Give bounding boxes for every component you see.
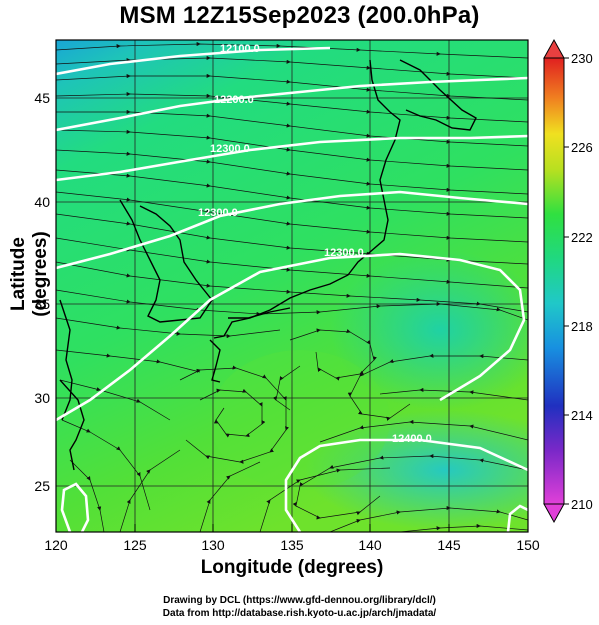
x-tick-label: 140 [358, 537, 382, 553]
y-tick-label: 35 [34, 296, 50, 312]
colorbar-tick-label: 210 [571, 497, 593, 512]
x-tick-label: 125 [123, 537, 147, 553]
colorbar-tick-label: 214 [571, 408, 593, 423]
credit-data: Data from http://database.rish.kyoto-u.a… [162, 608, 437, 619]
y-tick-label: 45 [34, 90, 50, 106]
credit-drawing: Drawing by DCL (https://www.gfd-dennou.o… [163, 595, 436, 606]
x-axis-label: Longitude (degrees) [200, 557, 384, 578]
colorbar-tick-label: 226 [571, 140, 593, 155]
x-tick-label: 120 [44, 537, 68, 553]
chart-title: MSM 12Z15Sep2023 (200.0hPa) [119, 2, 480, 29]
y-tick-label: 30 [34, 390, 50, 406]
x-tick-label: 135 [280, 537, 304, 553]
colorbar-max-arrow [543, 38, 565, 59]
contour-label: 12100.0 [220, 43, 260, 55]
colorbar: 230 226 222 218 214 210 [543, 38, 593, 524]
contour-label: 12300.0 [198, 207, 238, 219]
colorbar-tick-label: 230 [571, 51, 593, 66]
height-contours [56, 46, 528, 532]
contour-label: 12400.0 [392, 433, 432, 445]
colorbar-tick-label: 218 [571, 319, 593, 334]
contour-label: 12200.0 [214, 94, 254, 106]
contour-label: 12300.0 [210, 143, 250, 155]
y-tick-label: 40 [34, 194, 50, 210]
x-tick-label: 145 [437, 537, 461, 553]
coastlines [59, 59, 477, 471]
contour-label: 12300.0 [324, 247, 364, 259]
y-tick-label: 25 [34, 478, 50, 494]
x-tick-label: 130 [201, 537, 225, 553]
y-axis-label: Latitude (degrees) [8, 231, 51, 317]
colorbar-min-arrow [543, 503, 565, 524]
colorbar-tick-label: 222 [571, 230, 593, 245]
colorbar-scale [543, 57, 565, 505]
streamlines [56, 41, 528, 532]
x-tick-label: 150 [516, 537, 540, 553]
x-tick-marks [55, 524, 529, 532]
wind-field [56, 40, 528, 532]
